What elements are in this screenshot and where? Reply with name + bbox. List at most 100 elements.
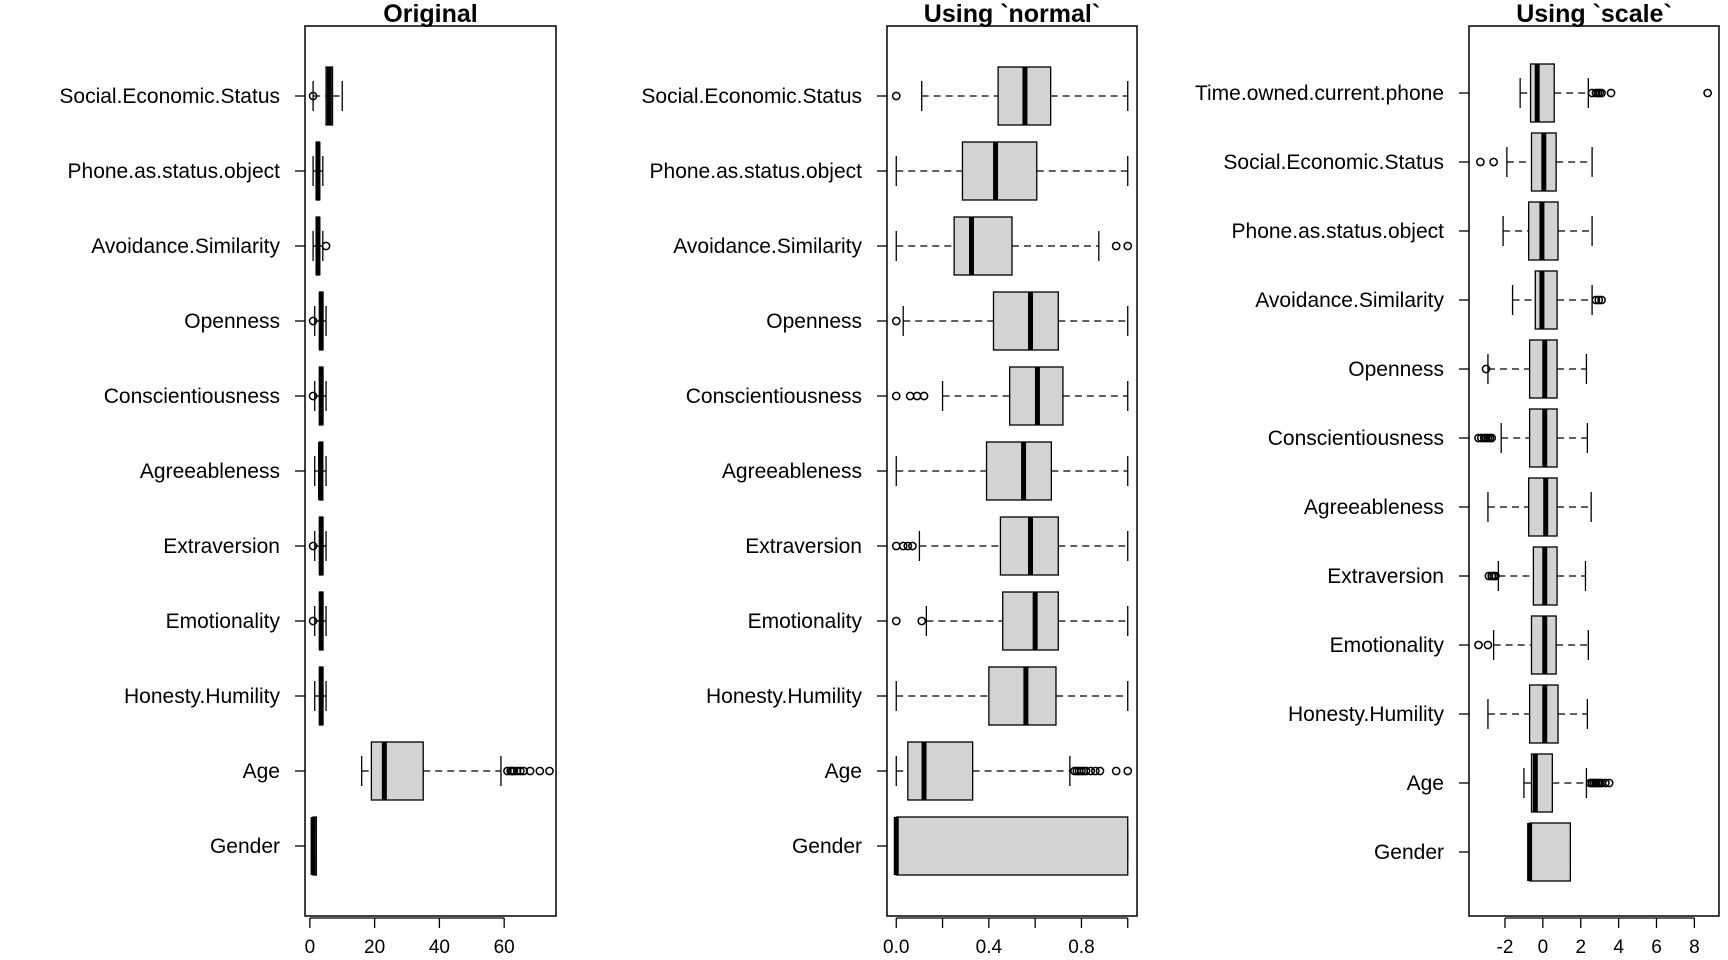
category-label: Time.owned.current.phone (1195, 82, 1444, 105)
outlier-point (308, 91, 318, 101)
x-tick-label: 0.8 (1068, 937, 1094, 958)
outlier-point (1489, 157, 1498, 167)
outlier-point (1606, 88, 1616, 98)
iqr-box (895, 816, 1129, 876)
outlier-point (1591, 295, 1601, 305)
outlier-point (1095, 766, 1105, 776)
panel-title: Using `scale` (1516, 0, 1672, 28)
outlier-point (1597, 295, 1606, 305)
box-conscientiousness: Conscientiousness (104, 366, 327, 426)
outlier-point (1123, 241, 1133, 251)
category-label: Emotionality (166, 610, 281, 633)
box-age: Age (243, 741, 554, 801)
box-avoidance-similarity: Avoidance.Similarity (91, 216, 331, 276)
box-openness: Openness (766, 291, 1129, 351)
category-label: Age (825, 760, 862, 783)
x-tick-label: 0.4 (976, 937, 1003, 958)
box-honesty-humility: Honesty.Humility (1288, 684, 1589, 744)
plot-frame (304, 25, 557, 917)
plot-frame (1468, 25, 1720, 917)
x-tick-label: 0 (305, 937, 316, 958)
box-phone-as-status-object: Phone.as.status.object (650, 141, 1129, 201)
box-emotionality: Emotionality (1330, 615, 1589, 675)
panel-title: Using `normal` (924, 0, 1100, 28)
iqr-box (953, 216, 1013, 276)
box-gender: Gender (210, 816, 317, 876)
iqr-box (370, 741, 424, 801)
iqr-box (1002, 591, 1059, 651)
category-label: Agreeableness (722, 460, 862, 483)
box-honesty-humility: Honesty.Humility (706, 666, 1129, 726)
outlier-point (898, 541, 908, 551)
x-tick-label: 0 (1538, 937, 1549, 958)
box-phone-as-status-object: Phone.as.status.object (1232, 201, 1593, 261)
outlier-point (1594, 295, 1604, 305)
box-avoidance-similarity: Avoidance.Similarity (1255, 270, 1606, 330)
outlier-point (1597, 88, 1606, 98)
category-label: Openness (766, 310, 862, 333)
box-social-economic-status: Social.Economic.Status (59, 66, 343, 126)
panel-using-scale: Using `scale` -2 0 2 4 6 8 Time.owned.current.p… (1195, 0, 1720, 958)
box-age: Age (1407, 753, 1614, 813)
category-label: Emotionality (748, 610, 863, 633)
category-label: Social.Economic.Status (641, 85, 862, 108)
iqr-box (1528, 822, 1571, 882)
category-label: Extraversion (745, 535, 862, 558)
box-conscientiousness: Conscientiousness (686, 366, 1129, 426)
box-social-economic-status: Social.Economic.Status (641, 66, 1129, 126)
outlier-point (1081, 766, 1091, 776)
box-extraversion: Extraversion (163, 516, 327, 576)
outlier-point (1474, 640, 1483, 650)
outlier-point (1086, 766, 1096, 776)
category-label: Gender (792, 835, 862, 858)
outlier-point (1703, 88, 1712, 98)
box-extraversion: Extraversion (745, 516, 1129, 576)
box-avoidance-similarity: Avoidance.Similarity (673, 216, 1133, 276)
category-label: Gender (1374, 841, 1444, 864)
outlier-point (516, 766, 525, 776)
outlier-point (535, 766, 545, 776)
iqr-box (1528, 477, 1558, 537)
outlier-point (1481, 364, 1491, 374)
iqr-box (1529, 63, 1555, 123)
outlier-point (1111, 241, 1121, 251)
outlier-point (908, 541, 917, 551)
category-label: Age (243, 760, 280, 783)
category-label: Honesty.Humility (706, 685, 862, 708)
outlier-point (917, 616, 927, 626)
box-gender: Gender (1374, 822, 1571, 882)
box-time-owned-current-phone: Time.owned.current.phone (1195, 63, 1712, 123)
category-label: Avoidance.Similarity (673, 235, 862, 258)
panel-title: Original (383, 0, 477, 28)
outlier-point (545, 766, 554, 776)
box-gender: Gender (792, 816, 1129, 876)
x-tick-label: 20 (364, 937, 385, 958)
category-label: Phone.as.status.object (650, 160, 863, 183)
category-label: Gender (210, 835, 280, 858)
outlier-point (308, 616, 318, 626)
iqr-box (907, 741, 974, 801)
category-label: Phone.as.status.object (1232, 220, 1445, 243)
category-label: Agreeableness (140, 460, 280, 483)
iqr-box (992, 291, 1059, 351)
iqr-box (988, 666, 1057, 726)
outlier-point (905, 391, 915, 401)
box-phone-as-status-object: Phone.as.status.object (68, 141, 324, 201)
x-tick-label: 8 (1689, 937, 1700, 958)
outlier-point (919, 391, 929, 401)
x-tick-label: 6 (1651, 937, 1662, 958)
outlier-point (891, 316, 901, 326)
outlier-point (1483, 640, 1493, 650)
category-label: Conscientiousness (686, 385, 862, 408)
category-label: Avoidance.Similarity (91, 235, 280, 258)
outlier-point (1111, 766, 1121, 776)
outlier-point (1123, 766, 1133, 776)
box-openness: Openness (1348, 339, 1588, 399)
iqr-box (961, 141, 1038, 201)
panel-using-normal: Using `normal` 0.0 0.4 0.8 Social.Economic.S… (641, 0, 1138, 958)
outlier-point (1476, 157, 1485, 167)
outlier-point (891, 91, 901, 101)
x-tick-label: 4 (1613, 937, 1624, 958)
outlier-point (1487, 433, 1497, 443)
